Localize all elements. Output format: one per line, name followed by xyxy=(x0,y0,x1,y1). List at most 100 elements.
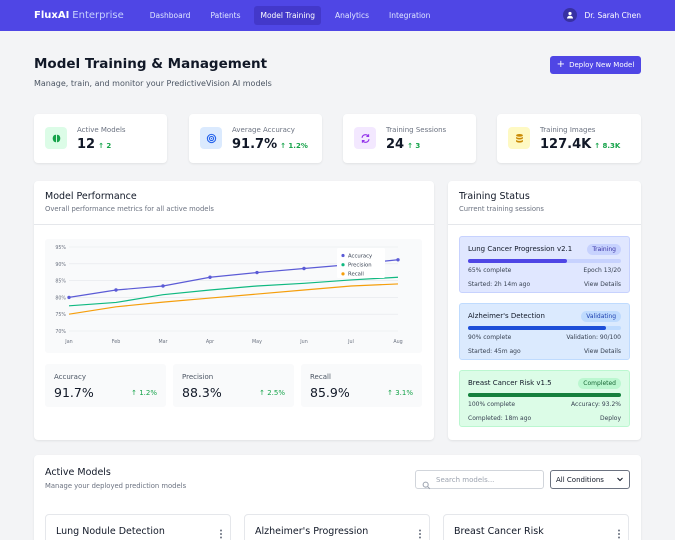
stat-value: 127.4K xyxy=(540,137,592,152)
deploy-link[interactable]: Deploy xyxy=(599,415,621,422)
model-performance-panel: Model Performance Overall performance me… xyxy=(34,181,434,440)
progress-fill xyxy=(468,393,621,397)
metric-change: ↑ 2.5% xyxy=(259,389,285,397)
x-tick-label: May xyxy=(252,339,262,345)
panel-subtitle: Current training sessions xyxy=(459,205,544,213)
page-subtitle: Manage, train, and monitor your Predicti… xyxy=(34,79,272,88)
search-input[interactable] xyxy=(436,474,536,486)
started-label: Started: 2h 14m ago xyxy=(468,281,531,288)
nav-link-analytics[interactable]: Analytics xyxy=(334,11,370,20)
stat-card-training-images: Training Images 127.4K ↑ 8.3K xyxy=(497,114,641,163)
stat-card-active-models: Active Models 12 ↑ 2 xyxy=(34,114,167,163)
brand-sub: Enterprise xyxy=(72,10,124,21)
stat-card-average-accuracy: Average Accuracy 91.7% ↑ 1.2% xyxy=(189,114,322,163)
y-tick-label: 90% xyxy=(55,262,66,268)
metric-card-recall: Recall 85.9% ↑ 3.1% xyxy=(301,364,422,407)
condition-filter-select[interactable]: All Conditions xyxy=(550,470,630,489)
metric-label: Precision xyxy=(182,373,214,381)
brain-icon xyxy=(45,127,67,149)
metric-card-precision: Precision 88.3% ↑ 2.5% xyxy=(173,364,294,407)
brand-logo[interactable]: FluxAI Enterprise xyxy=(34,10,124,21)
series-line-recall xyxy=(68,283,399,315)
more-options-icon[interactable] xyxy=(219,524,223,540)
top-nav: FluxAI Enterprise Dashboard Patients Mode… xyxy=(0,0,675,31)
panel-subtitle: Overall performance metrics for all acti… xyxy=(45,205,214,213)
view-details-link[interactable]: View Details xyxy=(584,348,621,355)
started-label: Started: 45m ago xyxy=(468,348,521,355)
model-name: Lung Nodule Detection xyxy=(56,526,165,537)
stat-change: ↑ 8.3K xyxy=(594,142,621,150)
status-badge: Completed xyxy=(578,378,621,389)
data-point xyxy=(208,275,212,279)
progress-bar xyxy=(468,326,621,330)
view-details-link[interactable]: View Details xyxy=(584,281,621,288)
metric-change: ↑ 1.2% xyxy=(131,389,157,397)
data-point xyxy=(255,270,259,275)
stat-change-value: 1.2% xyxy=(288,142,308,150)
performance-chart: 70% 75% 80% 85% 90% 95% Jan Feb Mar Apr May Jun Jul A… xyxy=(45,239,422,353)
stat-change: ↑ 3 xyxy=(407,142,421,150)
legend-swatch xyxy=(341,272,345,276)
database-icon xyxy=(508,127,530,149)
nav-link-integration[interactable]: Integration xyxy=(389,11,431,20)
series-line-precision xyxy=(68,276,399,307)
status-badge: Training xyxy=(587,244,621,255)
deploy-button-label: Deploy New Model xyxy=(569,61,635,69)
metric-label: Accuracy xyxy=(54,373,86,381)
plus-icon: + xyxy=(556,59,566,70)
x-tick-label: Jul xyxy=(347,339,354,345)
training-card: Breast Cancer Risk v1.5 Completed 100% c… xyxy=(459,370,630,427)
metric-card-accuracy: Accuracy 91.7% ↑ 1.2% xyxy=(45,364,166,407)
nav-links: Dashboard Patients Model Training Analyt… xyxy=(144,6,445,25)
chevron-down-icon xyxy=(616,475,624,485)
model-card[interactable]: Lung Nodule Detection xyxy=(45,514,231,540)
deploy-new-model-button[interactable]: + Deploy New Model xyxy=(550,56,641,74)
x-tick-label: Mar xyxy=(158,339,167,345)
nav-link-dashboard[interactable]: Dashboard xyxy=(149,11,191,20)
nav-link-patients[interactable]: Patients xyxy=(210,11,241,20)
progress-label: 90% complete xyxy=(468,334,512,341)
panel-title: Training Status xyxy=(459,191,530,202)
progress-bar xyxy=(468,393,621,397)
x-tick-label: Apr xyxy=(206,339,214,345)
model-card[interactable]: Alzheimer's Progression xyxy=(244,514,430,540)
training-status-panel: Training Status Current training session… xyxy=(448,181,641,440)
legend-swatch xyxy=(341,253,345,258)
training-name: Breast Cancer Risk v1.5 xyxy=(468,379,552,387)
progress-detail: Validation: 90/100 xyxy=(566,334,621,341)
training-name: Lung Cancer Progression v2.1 xyxy=(468,245,573,253)
metric-label: Recall xyxy=(310,373,331,381)
legend-label: Recall xyxy=(348,272,364,278)
more-options-icon[interactable] xyxy=(617,524,621,540)
x-tick-label: Jun xyxy=(299,339,308,345)
stat-value: 91.7% xyxy=(232,137,278,152)
performance-chart-svg: 70% 75% 80% 85% 90% 95% Jan Feb Mar Apr May Jun Jul A… xyxy=(55,245,402,345)
select-value: All Conditions xyxy=(556,476,604,484)
y-tick-label: 70% xyxy=(55,329,66,335)
data-point xyxy=(302,266,306,271)
progress-fill xyxy=(468,259,568,263)
stat-value: 12 xyxy=(77,137,96,152)
model-card[interactable]: Breast Cancer Risk xyxy=(443,514,629,540)
x-tick-label: Aug xyxy=(393,339,402,345)
data-point xyxy=(67,295,71,300)
nav-link-model-training[interactable]: Model Training xyxy=(254,6,321,25)
panel-title: Active Models xyxy=(45,467,111,478)
progress-detail: Epoch 13/20 xyxy=(583,267,621,274)
model-name: Breast Cancer Risk xyxy=(454,526,544,537)
x-tick-label: Feb xyxy=(112,339,121,345)
status-badge: Validating xyxy=(581,311,621,322)
user-name: Dr. Sarah Chen xyxy=(584,10,641,20)
more-options-icon[interactable] xyxy=(418,524,422,540)
y-tick-label: 85% xyxy=(55,279,66,285)
user-menu[interactable]: Dr. Sarah Chen xyxy=(562,8,641,22)
stat-value-wrap: 12 ↑ 2 xyxy=(77,137,111,152)
data-point xyxy=(161,284,165,288)
sync-icon xyxy=(354,127,376,149)
stat-label: Training Images xyxy=(540,126,596,134)
brand-name: FluxAI xyxy=(34,10,70,21)
completed-label: Completed: 18m ago xyxy=(468,415,532,422)
training-card: Lung Cancer Progression v2.1 Training 65… xyxy=(459,236,630,293)
progress-label: 100% complete xyxy=(468,401,516,408)
user-icon xyxy=(562,8,577,22)
